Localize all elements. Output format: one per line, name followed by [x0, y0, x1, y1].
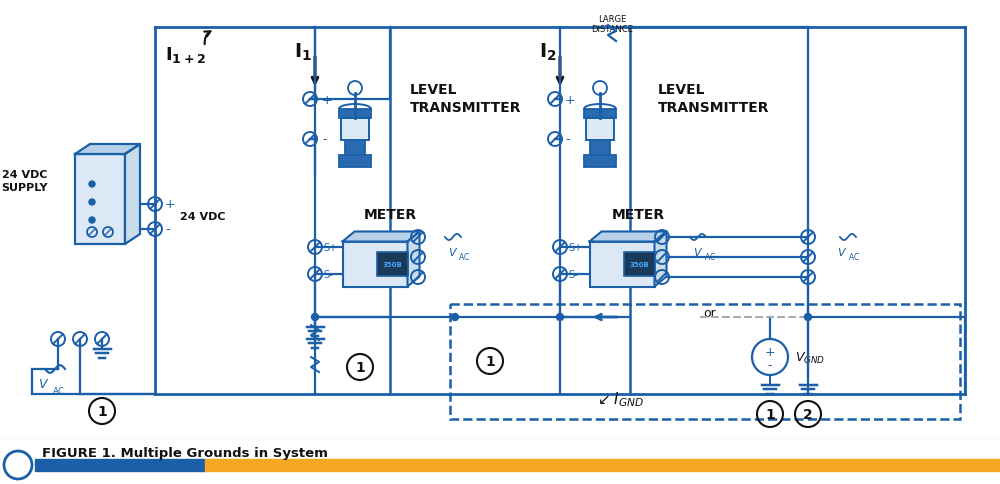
Polygon shape — [590, 232, 666, 242]
Circle shape — [452, 314, 458, 321]
Text: 350B: 350B — [630, 261, 649, 268]
Bar — [590, 242, 654, 287]
Text: S-: S- — [323, 270, 333, 279]
Text: -: - — [165, 223, 170, 236]
Text: 2: 2 — [803, 407, 813, 421]
Bar — [75, 155, 125, 244]
Text: $\mathit{V}$: $\mathit{V}$ — [693, 245, 703, 257]
Text: or: or — [704, 307, 716, 320]
Text: $\mathsf{AC}$: $\mathsf{AC}$ — [848, 251, 860, 262]
Bar — [624, 253, 655, 276]
Text: DISTANCE: DISTANCE — [591, 26, 633, 34]
Polygon shape — [342, 232, 420, 242]
Bar — [0, 439, 1000, 484]
Bar — [341, 119, 369, 141]
Text: S-: S- — [568, 270, 578, 279]
Bar — [345, 141, 365, 156]
Bar — [35, 459, 205, 471]
Bar — [339, 156, 371, 167]
Bar — [584, 110, 616, 119]
Text: +: + — [565, 93, 576, 106]
Text: LEVEL: LEVEL — [658, 83, 706, 97]
Circle shape — [89, 217, 95, 224]
Circle shape — [312, 314, 318, 321]
Text: $\mathsf{AC}$: $\mathsf{AC}$ — [52, 385, 65, 396]
Circle shape — [89, 182, 95, 188]
Text: -: - — [322, 133, 326, 146]
Text: S+: S+ — [568, 242, 582, 253]
Text: $\swarrow\mathit{I}_{GND}$: $\swarrow\mathit{I}_{GND}$ — [595, 390, 645, 408]
Bar — [590, 141, 610, 156]
Bar — [450, 304, 960, 419]
Bar — [377, 253, 408, 276]
Text: $\mathit{V}$: $\mathit{V}$ — [837, 245, 847, 257]
Text: $\mathbf{I_{1+2}}$: $\mathbf{I_{1+2}}$ — [165, 45, 205, 65]
Text: $\mathsf{AC}$: $\mathsf{AC}$ — [704, 251, 716, 262]
Polygon shape — [408, 232, 420, 287]
Text: 1: 1 — [765, 407, 775, 421]
Text: -: - — [565, 133, 570, 146]
Bar — [205, 459, 1000, 471]
Text: SUPPLY: SUPPLY — [2, 182, 48, 193]
Text: FIGURE 1. Multiple Grounds in System: FIGURE 1. Multiple Grounds in System — [42, 447, 328, 459]
Circle shape — [89, 199, 95, 206]
Polygon shape — [75, 145, 140, 155]
Text: 350B: 350B — [383, 261, 402, 268]
Text: 24 VDC: 24 VDC — [2, 170, 48, 180]
Text: METER: METER — [363, 208, 417, 222]
Text: $\mathit{V}$: $\mathit{V}$ — [38, 378, 49, 391]
Text: +: + — [322, 93, 333, 106]
Bar — [586, 119, 614, 141]
Text: $\mathit{V}$: $\mathit{V}$ — [448, 245, 458, 257]
Text: S+: S+ — [323, 242, 337, 253]
Text: +: + — [765, 346, 775, 359]
Text: 1: 1 — [355, 360, 365, 374]
Bar — [339, 110, 371, 119]
Text: METER: METER — [611, 208, 665, 222]
Text: $\mathbf{I_1}$: $\mathbf{I_1}$ — [294, 41, 312, 62]
Text: LARGE: LARGE — [598, 15, 626, 25]
Text: LEVEL: LEVEL — [410, 83, 458, 97]
Text: 1: 1 — [97, 404, 107, 418]
Text: 1: 1 — [485, 354, 495, 368]
Text: 24 VDC: 24 VDC — [180, 212, 226, 222]
Bar — [342, 242, 408, 287]
Text: $\mathit{V}_{GND}$: $\mathit{V}_{GND}$ — [795, 350, 825, 365]
Text: TRANSMITTER: TRANSMITTER — [658, 101, 770, 115]
Circle shape — [556, 314, 564, 321]
Text: TRANSMITTER: TRANSMITTER — [410, 101, 522, 115]
Circle shape — [804, 314, 812, 321]
Bar — [584, 156, 616, 167]
Text: $\mathbf{I_2}$: $\mathbf{I_2}$ — [539, 41, 557, 62]
Text: -: - — [768, 359, 772, 372]
Polygon shape — [654, 232, 666, 287]
Polygon shape — [125, 145, 140, 244]
Text: +: + — [165, 198, 176, 211]
Text: $\mathsf{AC}$: $\mathsf{AC}$ — [458, 251, 470, 262]
